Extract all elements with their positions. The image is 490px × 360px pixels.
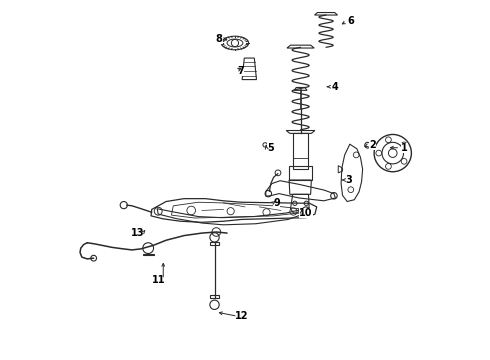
Text: 4: 4 — [331, 82, 338, 92]
Text: 6: 6 — [347, 17, 354, 27]
Text: 8: 8 — [216, 34, 222, 44]
Text: 5: 5 — [268, 143, 274, 153]
Text: 2: 2 — [369, 140, 376, 150]
Text: 3: 3 — [345, 175, 352, 185]
Text: 11: 11 — [152, 275, 166, 285]
Text: 12: 12 — [235, 311, 249, 321]
Text: 13: 13 — [131, 228, 145, 238]
Text: 9: 9 — [273, 198, 280, 208]
Text: 1: 1 — [401, 143, 408, 153]
Text: 10: 10 — [299, 208, 313, 218]
Text: 7: 7 — [237, 66, 244, 76]
